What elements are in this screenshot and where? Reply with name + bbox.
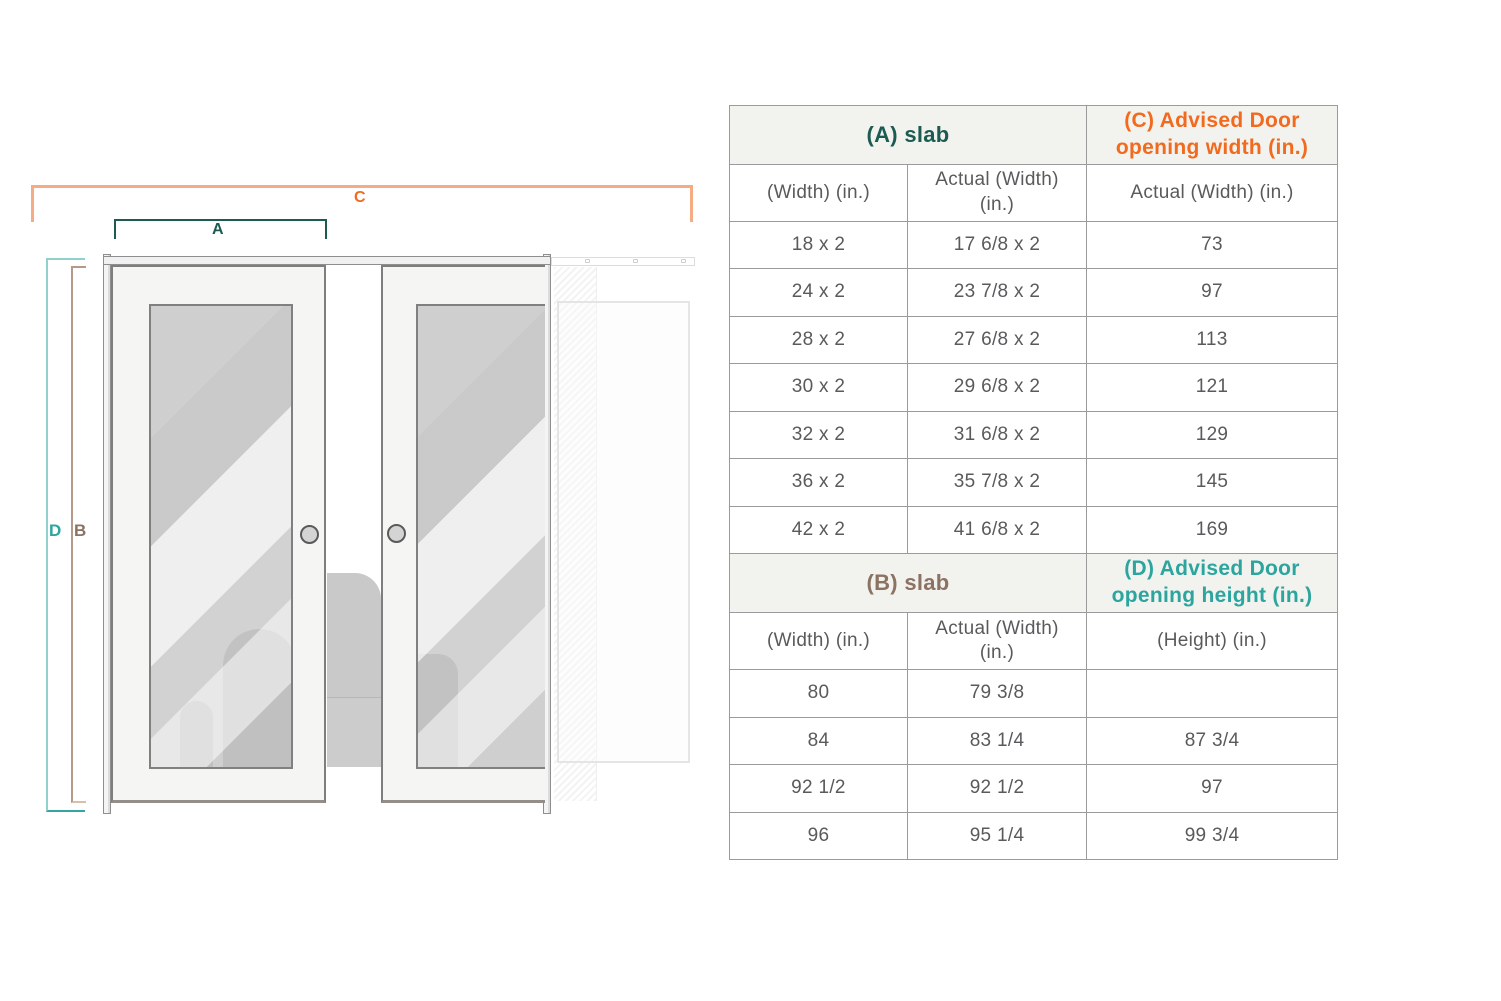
cell: 169 bbox=[1086, 505, 1339, 555]
dimension-c-label: C bbox=[354, 189, 367, 206]
chair-silhouette-base bbox=[327, 698, 381, 767]
cell bbox=[1086, 669, 1339, 718]
table-row: 84 83 1/4 87 3/4 bbox=[729, 716, 1339, 765]
cell: 41 6/8 x 2 bbox=[906, 505, 1088, 555]
cell: 84 bbox=[729, 716, 908, 765]
cell: 73 bbox=[1086, 220, 1339, 270]
glass-glare bbox=[418, 306, 545, 767]
right-door bbox=[381, 265, 545, 803]
glass-glare bbox=[151, 306, 291, 767]
left-jamb bbox=[103, 254, 111, 814]
ghost-track bbox=[551, 257, 695, 266]
cell: 80 bbox=[729, 669, 908, 718]
cell: 35 7/8 x 2 bbox=[906, 458, 1088, 507]
col-header: (Width) (in.) bbox=[729, 612, 908, 670]
section-b-title-row: (B) slab (D) Advised Door opening height… bbox=[728, 553, 1339, 613]
cell: 28 x 2 bbox=[729, 315, 908, 365]
section-a-title: (A) slab bbox=[728, 105, 1088, 165]
table-row: 92 1/2 92 1/2 97 bbox=[729, 764, 1339, 813]
cell: 92 1/2 bbox=[906, 764, 1088, 813]
cell: 17 6/8 x 2 bbox=[906, 220, 1088, 270]
pocket-door-outline bbox=[557, 301, 690, 763]
cell: 23 7/8 x 2 bbox=[906, 268, 1088, 317]
section-a-title-row: (A) slab (C) Advised Door opening width … bbox=[728, 105, 1339, 165]
cell: 42 x 2 bbox=[729, 505, 908, 555]
advised-width-header: (C) Advised Door opening width (in.) bbox=[1086, 105, 1339, 165]
cell: 83 1/4 bbox=[906, 716, 1088, 765]
section-a-column-headers: (Width) (in.) Actual (Width) (in.) Actua… bbox=[729, 163, 1339, 222]
table-row: 42 x 2 41 6/8 x 2 169 bbox=[729, 505, 1339, 555]
cell: 96 bbox=[729, 811, 908, 860]
table-row: 80 79 3/8 bbox=[729, 669, 1339, 718]
cell: 31 6/8 x 2 bbox=[906, 410, 1088, 460]
section-b-title: (B) slab bbox=[728, 553, 1088, 613]
track-screw-icon bbox=[633, 259, 638, 263]
col-header: Actual (Width) (in.) bbox=[906, 612, 1088, 670]
cell: 29 6/8 x 2 bbox=[906, 363, 1088, 412]
cell: 87 3/4 bbox=[1086, 716, 1339, 765]
dimension-b-bracket bbox=[71, 266, 86, 803]
section-b-column-headers: (Width) (in.) Actual (Width) (in.) (Heig… bbox=[729, 612, 1339, 670]
col-header: (Width) (in.) bbox=[729, 163, 908, 222]
table-row: 96 95 1/4 99 3/4 bbox=[729, 811, 1339, 860]
right-door-knob bbox=[387, 524, 406, 543]
top-track bbox=[103, 256, 551, 265]
col-header: (Height) (in.) bbox=[1086, 612, 1339, 670]
pocket-wall-hatch bbox=[554, 267, 597, 801]
cell: 24 x 2 bbox=[729, 268, 908, 317]
cell: 95 1/4 bbox=[906, 811, 1088, 860]
dimension-d-label: D bbox=[49, 521, 62, 540]
dimension-c-bracket bbox=[31, 185, 693, 222]
dimension-d-bracket bbox=[46, 258, 85, 812]
dimension-a-bracket bbox=[114, 219, 327, 239]
table-row: 32 x 2 31 6/8 x 2 129 bbox=[729, 410, 1339, 460]
cell: 97 bbox=[1086, 764, 1339, 813]
table-row: 18 x 2 17 6/8 x 2 73 bbox=[729, 220, 1339, 270]
left-door-glass bbox=[149, 304, 293, 769]
cell: 99 3/4 bbox=[1086, 811, 1339, 860]
left-door bbox=[111, 265, 326, 803]
track-screw-icon bbox=[585, 259, 590, 263]
track-screw-icon bbox=[681, 259, 686, 263]
chair-silhouette bbox=[327, 573, 381, 698]
size-table: (A) slab (C) Advised Door opening width … bbox=[728, 105, 1339, 860]
col-header: Actual (Width) (in.) bbox=[906, 163, 1088, 222]
cell: 27 6/8 x 2 bbox=[906, 315, 1088, 365]
cell: 145 bbox=[1086, 458, 1339, 507]
right-door-glass bbox=[416, 304, 545, 769]
dimension-b-label: B bbox=[74, 521, 87, 540]
table-row: 24 x 2 23 7/8 x 2 97 bbox=[729, 268, 1339, 317]
cell: 36 x 2 bbox=[729, 458, 908, 507]
cell: 30 x 2 bbox=[729, 363, 908, 412]
dimension-a-label: A bbox=[212, 221, 225, 238]
cell: 79 3/8 bbox=[906, 669, 1088, 718]
cell: 32 x 2 bbox=[729, 410, 908, 460]
table-row: 30 x 2 29 6/8 x 2 121 bbox=[729, 363, 1339, 412]
cell: 92 1/2 bbox=[729, 764, 908, 813]
cell: 18 x 2 bbox=[729, 220, 908, 270]
cell: 121 bbox=[1086, 363, 1339, 412]
advised-height-header: (D) Advised Door opening height (in.) bbox=[1086, 553, 1339, 613]
cell: 113 bbox=[1086, 315, 1339, 365]
cell: 97 bbox=[1086, 268, 1339, 317]
cell: 129 bbox=[1086, 410, 1339, 460]
left-door-knob bbox=[300, 525, 319, 544]
col-header: Actual (Width) (in.) bbox=[1086, 163, 1339, 222]
table-row: 28 x 2 27 6/8 x 2 113 bbox=[729, 315, 1339, 365]
table-row: 36 x 2 35 7/8 x 2 145 bbox=[729, 458, 1339, 507]
